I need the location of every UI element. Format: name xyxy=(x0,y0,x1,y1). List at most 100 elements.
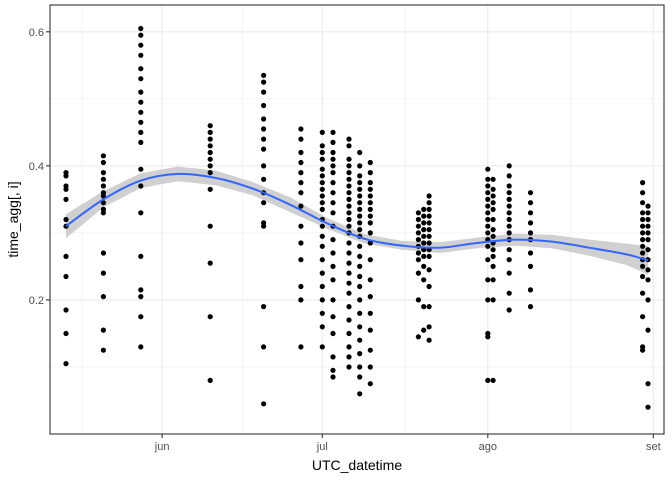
x-axis-title: UTC_datetime xyxy=(312,457,402,473)
data-point xyxy=(138,183,144,189)
data-point xyxy=(421,253,427,259)
data-point xyxy=(346,354,352,360)
data-point xyxy=(527,230,534,236)
data-point xyxy=(138,32,144,38)
data-point xyxy=(357,243,363,249)
data-point xyxy=(640,290,646,296)
data-point xyxy=(640,347,646,353)
data-point xyxy=(490,253,496,259)
data-point xyxy=(319,149,325,156)
data-point xyxy=(319,297,325,303)
data-point xyxy=(207,149,213,156)
data-point xyxy=(426,200,432,206)
data-point xyxy=(138,42,144,48)
data-point xyxy=(367,257,373,263)
data-point xyxy=(298,297,304,303)
data-point xyxy=(421,220,427,226)
data-point xyxy=(346,304,352,310)
data-point xyxy=(346,344,352,350)
data-point xyxy=(63,330,69,337)
data-point xyxy=(490,186,496,192)
data-point xyxy=(138,129,144,135)
confidence-ribbon xyxy=(66,166,648,275)
data-point xyxy=(346,183,352,189)
data-point xyxy=(645,230,651,236)
data-point xyxy=(138,109,144,115)
data-point xyxy=(319,233,325,239)
data-point xyxy=(640,237,646,243)
data-point xyxy=(357,337,363,343)
data-point xyxy=(357,297,363,303)
data-point xyxy=(490,233,496,239)
data-point xyxy=(298,240,304,246)
data-point xyxy=(485,216,491,223)
data-point xyxy=(485,230,491,236)
data-point xyxy=(357,324,363,330)
data-point xyxy=(426,213,432,219)
data-point xyxy=(490,277,496,283)
data-point xyxy=(330,277,336,283)
data-point xyxy=(346,280,352,286)
data-point xyxy=(640,180,646,186)
data-point xyxy=(506,196,512,202)
data-point xyxy=(426,233,432,239)
data-point xyxy=(490,200,496,206)
data-point xyxy=(330,367,336,373)
data-point xyxy=(138,139,144,145)
data-point xyxy=(261,401,267,407)
data-point xyxy=(319,283,325,290)
data-point xyxy=(138,253,144,259)
data-point xyxy=(645,210,651,216)
data-point xyxy=(415,270,421,276)
data-point xyxy=(506,307,512,313)
data-point xyxy=(485,166,491,172)
data-point xyxy=(346,163,352,169)
data-point xyxy=(645,247,651,253)
data-point xyxy=(63,253,69,259)
data-point xyxy=(207,260,213,266)
data-point xyxy=(298,126,304,132)
data-point xyxy=(426,267,432,273)
data-point xyxy=(330,163,336,169)
data-point xyxy=(640,250,646,256)
data-point xyxy=(330,200,336,206)
data-point xyxy=(367,364,373,370)
data-point xyxy=(261,146,267,152)
data-point xyxy=(330,139,336,145)
data-point xyxy=(346,203,352,209)
data-point xyxy=(207,170,213,176)
data-point xyxy=(319,186,325,192)
y-tick-label: 0.4 xyxy=(29,161,44,173)
data-point xyxy=(319,223,325,229)
data-point xyxy=(298,149,304,156)
data-point xyxy=(330,297,336,303)
data-point xyxy=(346,176,352,182)
data-point xyxy=(346,250,352,256)
data-point xyxy=(485,176,491,182)
data-point xyxy=(261,79,267,85)
data-point xyxy=(138,314,144,320)
data-point xyxy=(298,283,304,290)
data-point xyxy=(367,206,373,212)
data-point xyxy=(330,250,336,256)
data-point xyxy=(138,76,144,82)
data-point xyxy=(319,156,325,162)
data-point xyxy=(367,159,373,166)
data-point xyxy=(261,72,267,78)
data-point xyxy=(426,337,432,343)
data-point xyxy=(100,193,106,199)
data-point xyxy=(207,143,213,149)
data-point xyxy=(426,220,432,226)
data-point xyxy=(261,89,267,95)
data-point xyxy=(330,190,336,196)
data-point xyxy=(100,153,106,159)
data-point xyxy=(485,196,491,202)
data-point xyxy=(319,173,325,179)
data-point xyxy=(346,330,352,337)
data-point xyxy=(367,310,373,316)
data-point xyxy=(357,227,363,233)
data-point xyxy=(485,277,491,283)
data-point xyxy=(207,136,213,142)
data-point xyxy=(346,260,352,266)
data-point xyxy=(261,136,267,142)
